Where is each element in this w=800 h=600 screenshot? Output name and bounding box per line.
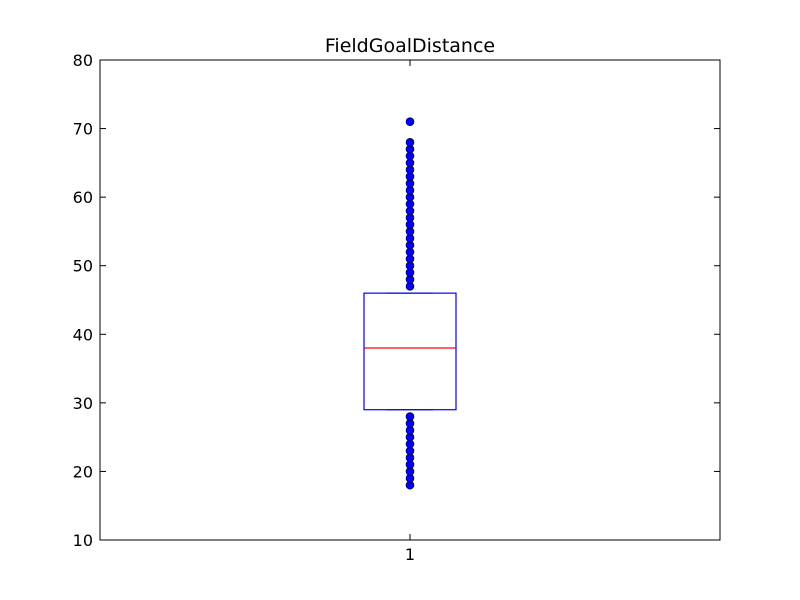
outlier-point xyxy=(406,138,414,146)
y-tick-label: 40 xyxy=(73,325,93,344)
y-tick-label: 30 xyxy=(73,394,93,413)
outlier-point xyxy=(406,413,414,421)
y-tick-label: 50 xyxy=(73,257,93,276)
chart-title: FieldGoalDistance xyxy=(325,35,495,57)
plot-area: 10 20 30 40 50 60 70 80 1 xyxy=(73,51,720,564)
y-tick-label: 70 xyxy=(73,120,93,139)
outlier-point xyxy=(406,118,414,126)
iqr-box xyxy=(364,293,456,410)
y-tick-label: 10 xyxy=(73,531,93,550)
y-tick-label: 80 xyxy=(73,51,93,70)
y-tick-label: 60 xyxy=(73,188,93,207)
y-tick-label: 20 xyxy=(73,462,93,481)
x-tick-label: 1 xyxy=(405,545,415,564)
